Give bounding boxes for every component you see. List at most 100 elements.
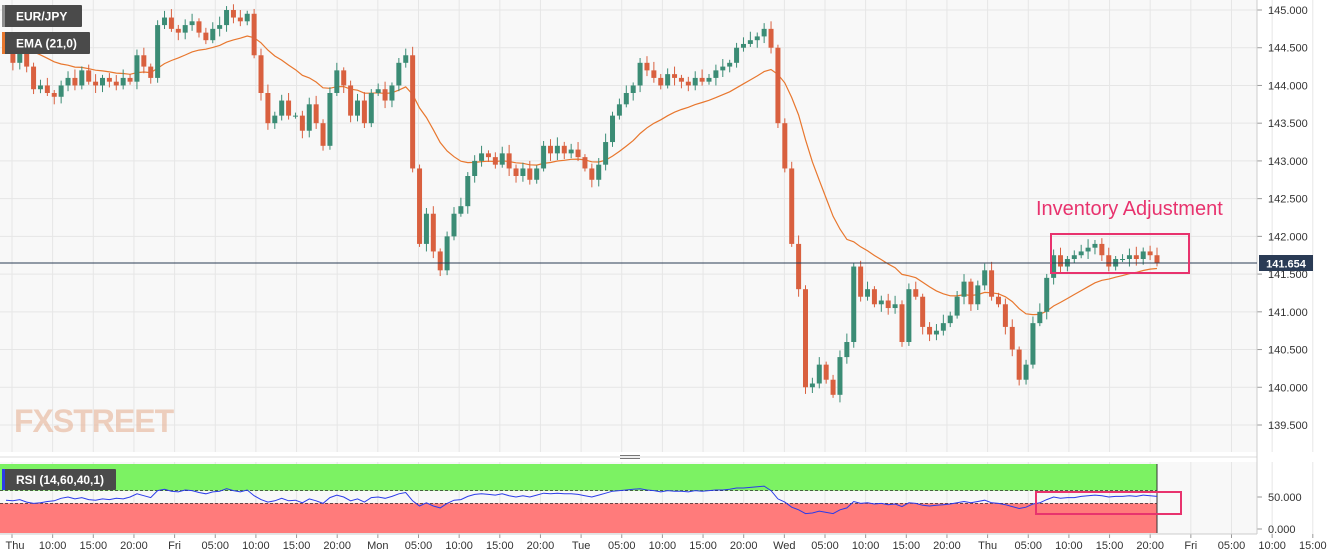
candle	[361, 92, 367, 129]
candle	[568, 143, 574, 159]
candle	[699, 69, 705, 86]
candle	[175, 24, 181, 41]
candle	[237, 10, 243, 27]
candle	[865, 281, 871, 301]
candle	[665, 68, 671, 89]
price-tick-label: 143.500	[1268, 118, 1308, 130]
candle	[127, 73, 133, 85]
candle	[417, 164, 423, 247]
candle	[334, 62, 340, 97]
ema-indicator-badge[interactable]: EMA (21,0)	[2, 32, 90, 54]
candle	[389, 82, 395, 108]
candle	[141, 47, 147, 74]
symbol-label: EUR/JPY	[16, 10, 67, 24]
time-tick-label: 20:00	[323, 540, 351, 552]
candle	[1106, 247, 1112, 272]
candle	[582, 154, 588, 172]
candle	[1120, 254, 1126, 263]
candle	[306, 97, 312, 138]
candle	[196, 18, 202, 38]
candle	[1140, 247, 1146, 265]
candle	[251, 8, 257, 59]
candle	[899, 300, 905, 347]
candle	[989, 261, 995, 301]
candle	[210, 22, 216, 44]
candle	[678, 74, 684, 89]
candle	[472, 155, 478, 183]
candle	[106, 73, 112, 88]
candle	[871, 286, 877, 308]
candle	[465, 172, 471, 214]
time-tick-label: 05:00	[811, 540, 839, 552]
candle	[1133, 246, 1139, 266]
candle	[79, 66, 85, 90]
candle	[734, 42, 740, 68]
watermark: FXSTREET	[14, 403, 175, 439]
time-tick-label: 10:00	[649, 540, 677, 552]
time-tick-label: Fri	[1184, 540, 1197, 552]
candle	[72, 69, 78, 91]
price-tick-label: 141.000	[1268, 307, 1308, 319]
time-tick-label: 20:00	[933, 540, 961, 552]
time-tick-label: Mon	[367, 540, 388, 552]
price-tick-label: 140.000	[1268, 382, 1308, 394]
time-tick-label: 10:00	[445, 540, 473, 552]
candle	[775, 44, 781, 129]
candle	[837, 350, 843, 403]
rsi-indicator-label: RSI (14,60,40,1)	[16, 473, 104, 487]
last-price-badge	[1259, 255, 1313, 271]
candlesticks	[3, 4, 1160, 403]
candle	[1051, 249, 1057, 285]
candle	[596, 158, 602, 187]
time-tick-label: 10:00	[1055, 540, 1083, 552]
candle	[113, 75, 119, 91]
splitter-handle-icon[interactable]	[620, 455, 640, 459]
candle	[858, 260, 864, 302]
rsi-overbought-zone	[0, 464, 1157, 491]
candle	[1085, 239, 1091, 259]
annotation-box-rsi	[1035, 491, 1182, 515]
rsi-line	[5, 485, 1158, 515]
price-tick-label: 142.500	[1268, 194, 1308, 206]
candle	[796, 235, 802, 297]
candle	[120, 69, 126, 90]
candle	[968, 278, 974, 311]
candle	[920, 293, 926, 335]
candle	[1147, 245, 1153, 261]
candle	[410, 46, 416, 173]
candle	[885, 293, 891, 315]
rsi-zones	[0, 464, 1158, 533]
candle	[616, 98, 622, 120]
time-tick-label: 15:00	[80, 540, 108, 552]
candle	[37, 79, 43, 94]
candle	[479, 145, 485, 167]
candle	[961, 274, 967, 305]
candle	[1016, 346, 1022, 386]
candle	[224, 6, 230, 32]
candle	[1037, 303, 1043, 327]
time-tick-label: 15:00	[893, 540, 921, 552]
rsi-oversold-zone	[0, 503, 1157, 533]
candle	[513, 164, 519, 183]
candle	[31, 62, 37, 95]
rsi-axis: 50.000 0.000	[1257, 492, 1302, 536]
candle	[258, 48, 264, 101]
candle	[527, 160, 533, 185]
candle	[747, 31, 753, 47]
rsi-indicator-badge[interactable]: RSI (14,60,40,1)	[2, 469, 116, 490]
candle	[492, 152, 498, 169]
candle	[403, 48, 409, 68]
candle	[637, 57, 643, 93]
candle	[830, 374, 836, 398]
symbol-badge[interactable]: EUR/JPY	[2, 5, 82, 27]
time-tick-label: 10:00	[852, 540, 880, 552]
candle	[430, 206, 436, 259]
candle	[844, 333, 850, 364]
candle	[823, 361, 829, 384]
time-tick-label: 15:00	[283, 540, 311, 552]
candle	[644, 56, 650, 77]
candle	[1009, 319, 1015, 357]
candle	[1099, 238, 1105, 261]
candle	[1044, 273, 1050, 320]
candle	[1002, 298, 1008, 335]
